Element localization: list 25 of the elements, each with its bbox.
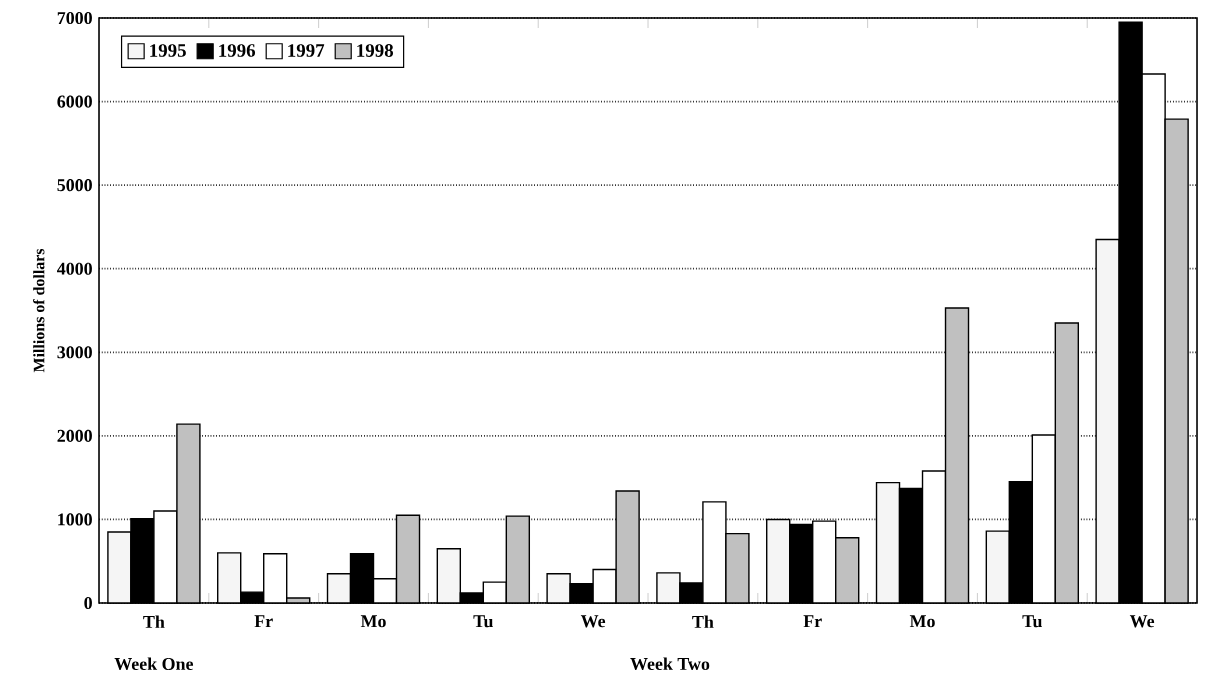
text: Week One xyxy=(114,657,194,671)
y-tick-label: 1000 xyxy=(58,513,92,526)
x-tick-label: Tu xyxy=(473,615,493,628)
x-tick-label: Fr xyxy=(254,615,273,628)
x-tick-label: We xyxy=(580,615,606,628)
x-tick-label: Mo xyxy=(909,615,935,628)
x-tick-label: Fr xyxy=(803,615,822,628)
x-tick-label: Mo xyxy=(360,615,386,628)
y-tick-label: 4000 xyxy=(57,262,92,275)
y-tick-label: 5000 xyxy=(57,179,92,192)
x-tick-label: Th xyxy=(692,615,714,628)
x-tick-label: Tu xyxy=(1022,615,1042,628)
legend-label: 1998 xyxy=(357,44,394,57)
legend-label: 1996 xyxy=(219,44,256,57)
legend-label: 1997 xyxy=(288,44,325,57)
text: Week Two xyxy=(630,657,710,671)
y-tick-label: 6000 xyxy=(57,95,92,108)
y-tick-label: 7000 xyxy=(57,11,92,25)
y-tick-label: 0 xyxy=(84,596,92,610)
x-tick-label: We xyxy=(1129,615,1155,628)
x-tick-label: Th xyxy=(143,615,165,628)
y-axis-title: Millions of dollars xyxy=(33,248,45,373)
legend-label: 1995 xyxy=(150,44,186,57)
y-tick-label: 2000 xyxy=(57,429,92,442)
y-tick-label: 3000 xyxy=(57,346,92,359)
